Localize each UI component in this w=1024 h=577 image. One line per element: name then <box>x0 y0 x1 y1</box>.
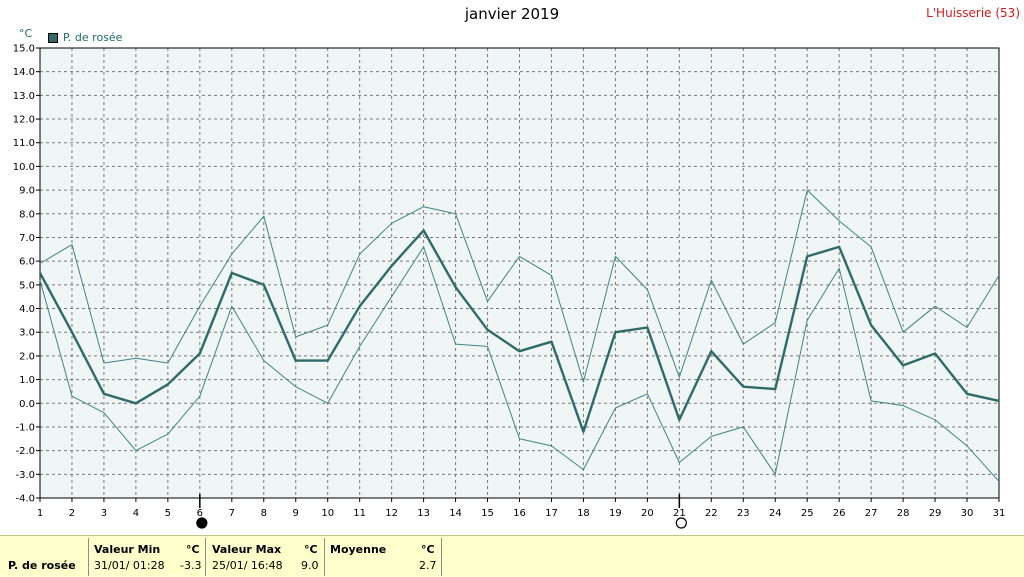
summary-table: P. de rosée Valeur Min °C 31/01/ 01:28 -… <box>0 535 1024 577</box>
min-value: -3.3 <box>180 559 202 572</box>
max-unit: °C <box>304 543 318 556</box>
x-tick-label: 8 <box>261 508 267 519</box>
y-tick-label: 10.0 <box>13 162 35 173</box>
x-tick-label: 26 <box>833 508 846 519</box>
x-tick-label: 20 <box>641 508 654 519</box>
x-tick-label: 24 <box>769 508 782 519</box>
full-moon-icon <box>675 517 687 529</box>
x-tick-label: 2 <box>69 508 75 519</box>
y-tick-label: 12.0 <box>13 115 35 126</box>
x-tick-label: 4 <box>133 508 139 519</box>
legend: P. de rosée <box>48 31 122 44</box>
mean-unit: °C <box>421 543 435 556</box>
summary-divider <box>324 538 325 576</box>
max-value: 9.0 <box>301 559 319 572</box>
y-tick-label: 0.0 <box>19 399 35 410</box>
y-tick-label: -2.0 <box>15 446 35 457</box>
x-tick-label: 25 <box>801 508 814 519</box>
x-tick-label: 27 <box>865 508 878 519</box>
max-date: 25/01/ 16:48 <box>212 559 283 572</box>
x-tick-label: 22 <box>705 508 718 519</box>
mean-value: 2.7 <box>419 559 437 572</box>
x-tick-label: 7 <box>229 508 235 519</box>
x-tick-label: 19 <box>609 508 622 519</box>
x-tick-label: 17 <box>545 508 558 519</box>
y-tick-label: 9.0 <box>19 186 35 197</box>
x-tick-label: 14 <box>449 508 462 519</box>
x-tick-label: 9 <box>293 508 299 519</box>
series-line-mean <box>38 229 1000 433</box>
y-tick-label: 11.0 <box>13 138 35 149</box>
max-header: Valeur Max <box>212 543 282 556</box>
y-tick-label: 4.0 <box>19 304 35 315</box>
x-tick-label: 5 <box>165 508 171 519</box>
x-tick-label: 1 <box>37 508 43 519</box>
y-tick-label: -4.0 <box>15 494 35 505</box>
x-tick-label: 29 <box>929 508 942 519</box>
y-tick-label: 7.0 <box>19 233 35 244</box>
x-tick-label: 23 <box>737 508 750 519</box>
x-tick-label: 13 <box>417 508 430 519</box>
y-tick-label: 5.0 <box>19 280 35 291</box>
y-tick-label: 13.0 <box>13 91 35 102</box>
mean-header: Moyenne <box>330 543 387 556</box>
summary-divider <box>88 538 89 576</box>
x-tick-label: 31 <box>993 508 1006 519</box>
station-name: L'Huisserie (53) <box>926 6 1020 20</box>
series-line-max <box>39 189 1000 383</box>
min-header: Valeur Min <box>94 543 161 556</box>
x-tick-label: 6 <box>197 508 203 519</box>
summary-row-label: P. de rosée <box>8 559 76 572</box>
x-tick-label: 11 <box>353 508 366 519</box>
y-tick-label: 14.0 <box>13 67 35 78</box>
y-tick-label: 8.0 <box>19 209 35 220</box>
dew-point-chart: 15.014.013.012.011.010.09.08.07.06.05.04… <box>13 44 1006 529</box>
min-unit: °C <box>186 543 200 556</box>
x-tick-label: 18 <box>577 508 590 519</box>
new-moon-icon <box>196 517 208 529</box>
y-tick-label: 1.0 <box>19 375 35 386</box>
x-tick-label: 10 <box>321 508 334 519</box>
x-tick-label: 3 <box>101 508 107 519</box>
legend-swatch <box>48 32 58 43</box>
y-tick-label: -1.0 <box>15 422 35 433</box>
y-tick-label: 6.0 <box>19 257 35 268</box>
legend-label: P. de rosée <box>63 31 123 44</box>
y-tick-label: 2.0 <box>19 351 35 362</box>
summary-divider <box>441 538 442 576</box>
series-line-min <box>39 246 1000 482</box>
x-tick-label: 30 <box>961 508 974 519</box>
y-tick-label: 15.0 <box>13 44 35 55</box>
min-date: 31/01/ 01:28 <box>94 559 165 572</box>
x-tick-label: 28 <box>897 508 910 519</box>
summary-divider <box>205 538 206 576</box>
x-tick-label: 15 <box>481 508 494 519</box>
x-tick-label: 12 <box>385 508 398 519</box>
x-tick-label: 21 <box>673 508 686 519</box>
y-tick-label: -3.0 <box>15 470 35 481</box>
x-tick-label: 16 <box>513 508 526 519</box>
y-axis-unit: °C <box>19 27 33 40</box>
chart-title: janvier 2019 <box>464 5 560 23</box>
y-tick-label: 3.0 <box>19 328 35 339</box>
